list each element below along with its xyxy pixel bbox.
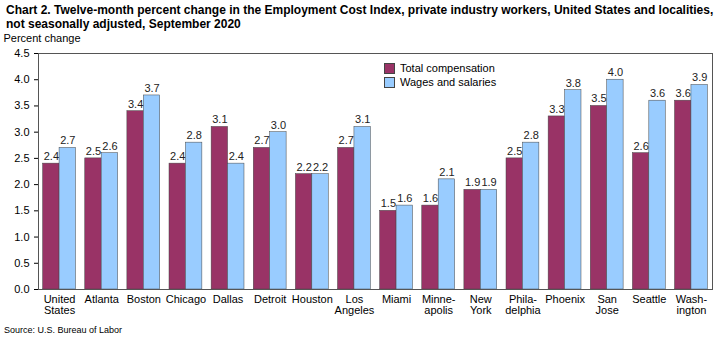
svg-text:4.5: 4.5 xyxy=(14,47,29,59)
html-text:Total compensation: Total compensation xyxy=(400,62,495,74)
svg-text:2.5: 2.5 xyxy=(507,145,522,157)
svg-text:2.2: 2.2 xyxy=(313,161,328,173)
svg-text:Minne-apolis: Minne-apolis xyxy=(422,293,456,316)
html-text:Source: U.S. Bureau of Labor: Source: U.S. Bureau of Labor xyxy=(4,325,123,335)
svg-text:1.5: 1.5 xyxy=(381,197,396,209)
svg-text:0.5: 0.5 xyxy=(14,257,29,269)
svg-text:Atlanta: Atlanta xyxy=(85,293,120,305)
svg-text:2.4: 2.4 xyxy=(229,150,244,162)
svg-text:Chicago: Chicago xyxy=(166,293,206,305)
svg-text:Houston: Houston xyxy=(292,293,333,305)
svg-text:3.5: 3.5 xyxy=(14,99,29,111)
svg-text:1.0: 1.0 xyxy=(14,231,29,243)
svg-text:Phila-delphia: Phila-delphia xyxy=(505,293,541,316)
svg-text:1.5: 1.5 xyxy=(14,204,29,216)
svg-text:Wash-ington: Wash-ington xyxy=(676,293,708,316)
svg-text:3.0: 3.0 xyxy=(271,119,286,131)
svg-text:2.8: 2.8 xyxy=(187,129,202,141)
svg-text:Miami: Miami xyxy=(382,293,411,305)
svg-text:4.0: 4.0 xyxy=(14,73,29,85)
svg-text:3.0: 3.0 xyxy=(14,126,29,138)
svg-text:3.3: 3.3 xyxy=(549,103,564,115)
svg-text:2.0: 2.0 xyxy=(14,178,29,190)
svg-text:2.8: 2.8 xyxy=(524,129,539,141)
svg-text:3.1: 3.1 xyxy=(355,113,370,125)
svg-text:Seattle: Seattle xyxy=(632,293,666,305)
svg-text:3.6: 3.6 xyxy=(676,87,691,99)
svg-text:2.4: 2.4 xyxy=(44,150,59,162)
svg-text:1.9: 1.9 xyxy=(481,176,496,188)
svg-text:2.7: 2.7 xyxy=(60,134,75,146)
svg-text:3.6: 3.6 xyxy=(650,87,665,99)
svg-text:Dallas: Dallas xyxy=(213,293,244,305)
svg-text:3.7: 3.7 xyxy=(144,82,159,94)
html-text:Wages and salaries: Wages and salaries xyxy=(400,76,497,88)
svg-text:1.9: 1.9 xyxy=(465,176,480,188)
svg-text:2.7: 2.7 xyxy=(254,134,269,146)
svg-text:1.6: 1.6 xyxy=(397,192,412,204)
svg-text:SanJose: SanJose xyxy=(596,293,619,316)
svg-text:2.5: 2.5 xyxy=(14,152,29,164)
svg-text:LosAngeles: LosAngeles xyxy=(335,293,375,316)
svg-text:0.0: 0.0 xyxy=(14,283,29,295)
svg-text:Boston: Boston xyxy=(127,293,161,305)
svg-text:3.9: 3.9 xyxy=(692,71,707,83)
svg-text:3.5: 3.5 xyxy=(591,92,606,104)
svg-text:2.4: 2.4 xyxy=(170,150,185,162)
svg-text:1.6: 1.6 xyxy=(423,192,438,204)
svg-text:3.1: 3.1 xyxy=(212,113,227,125)
svg-text:2.1: 2.1 xyxy=(439,166,454,178)
svg-text:3.8: 3.8 xyxy=(566,77,581,89)
svg-text:2.5: 2.5 xyxy=(86,145,101,157)
svg-text:Percent change: Percent change xyxy=(4,32,81,44)
svg-text:UnitedStates: UnitedStates xyxy=(44,293,76,316)
svg-text:NewYork: NewYork xyxy=(470,293,492,316)
svg-text:2.2: 2.2 xyxy=(296,161,311,173)
svg-text:2.6: 2.6 xyxy=(633,140,648,152)
svg-text:2.6: 2.6 xyxy=(102,140,117,152)
svg-text:3.4: 3.4 xyxy=(128,98,143,110)
html-text:Chart 2. Twelve-month percent: Chart 2. Twelve-month percent change in … xyxy=(6,3,714,31)
svg-text:Phoenix: Phoenix xyxy=(545,293,585,305)
svg-text:2.7: 2.7 xyxy=(339,134,354,146)
svg-text:4.0: 4.0 xyxy=(608,66,623,78)
svg-text:Detroit: Detroit xyxy=(254,293,286,305)
